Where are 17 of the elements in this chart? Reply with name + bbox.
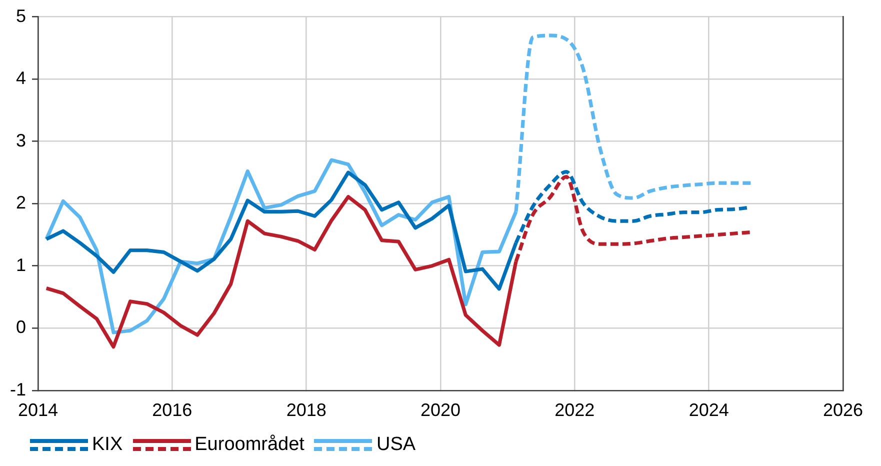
y-tick-label: 3 (16, 130, 26, 150)
x-tick-label: 2022 (554, 400, 595, 420)
x-tick-label: 2018 (286, 400, 326, 420)
x-tick-label: 2026 (822, 400, 864, 420)
y-tick-label: 0 (16, 317, 26, 338)
y-tick-label: -1 (10, 379, 26, 400)
legend-label: USA (376, 434, 416, 456)
y-tick-label: 1 (16, 254, 26, 275)
x-tick-label: 2014 (18, 400, 58, 420)
legend-label: KIX (92, 434, 123, 456)
x-tick-label: 2020 (420, 400, 461, 420)
y-tick-label: 2 (16, 192, 26, 213)
legend-label: Euroområdet (194, 434, 304, 456)
y-tick-label: 5 (16, 6, 26, 26)
x-tick-label: 2016 (152, 400, 192, 420)
x-tick-label: 2024 (688, 400, 729, 420)
y-tick-label: 4 (16, 68, 26, 88)
